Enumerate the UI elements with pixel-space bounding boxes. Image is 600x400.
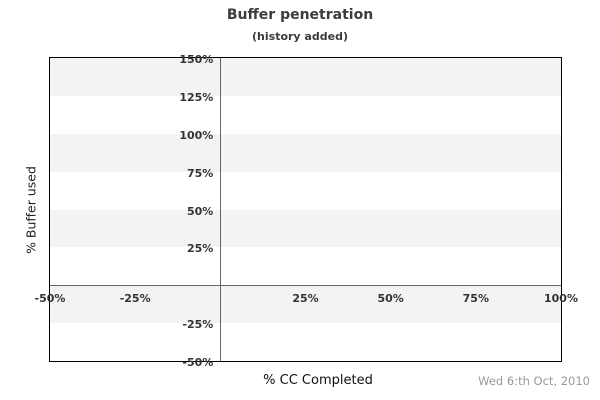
y-tick-label: 100% [179,128,214,142]
x-zero-gridline [220,58,222,361]
y-tick-label: 150% [179,53,214,66]
y-tick-label: 25% [186,242,214,256]
y-tick-label: 125% [179,90,214,104]
x-tick-label: 50% [377,292,404,306]
chart-title: Buffer penetration [226,7,374,23]
y-tick-label: -50% [182,356,214,369]
plot-band-plain [50,95,561,134]
footer-date: Wed 6:th Oct, 2010 [478,374,590,388]
x-tick-label: -50% [34,292,66,306]
plot-band-shaded [50,58,561,96]
x-tick-label: -25% [119,292,151,306]
plot-band-plain [50,247,561,286]
y-axis-title: % Buffer used [23,166,39,254]
x-tick-label: 75% [462,292,489,306]
y-zero-gridline [50,285,561,287]
plot-band-shaded [50,285,561,324]
y-tick-label: 75% [186,166,214,180]
y-tick-label: 50% [186,204,214,218]
chart-subtitle: (history added) [252,30,348,43]
plot-band-plain [50,171,561,210]
y-tick-label: -25% [182,318,214,332]
x-tick-label: 100% [544,292,578,306]
plot-band-shaded [50,133,561,172]
plot-area: 150% 125% 100% 75% 50% 25% -25% -50% -50% -25% 25%… [35,53,578,369]
plot-band-shaded [50,209,561,248]
x-axis-title: % CC Completed [263,373,373,388]
plot-band-plain [50,323,561,361]
x-tick-label: 25% [292,292,319,306]
